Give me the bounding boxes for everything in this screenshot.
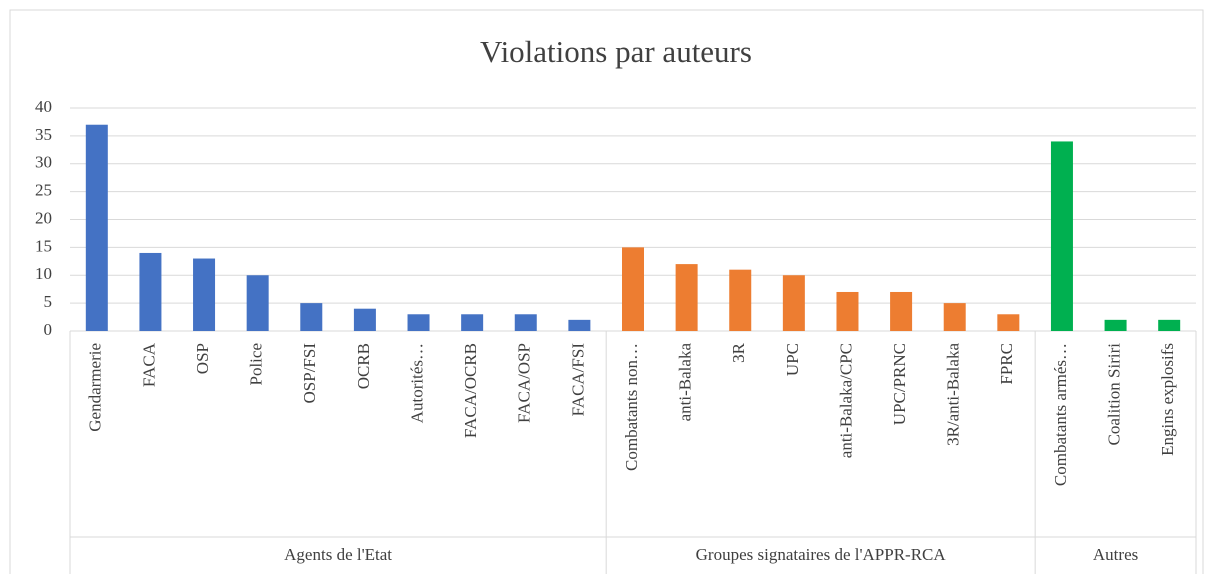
- y-tick-label: 40: [35, 97, 52, 116]
- x-tick-label: anti-Balaka/CPC: [836, 343, 855, 458]
- x-tick-label: FPRC: [997, 343, 1016, 385]
- bar: [1158, 319, 1181, 331]
- x-tick-label: FACA/OCRB: [461, 343, 480, 438]
- bar: [139, 252, 162, 331]
- y-tick-label: 30: [35, 153, 52, 172]
- x-tick-label: Coalition Siriri: [1104, 343, 1123, 446]
- chart-border: [9, 9, 1204, 574]
- bar: [782, 275, 805, 331]
- y-tick-label: 35: [35, 125, 52, 144]
- x-tick-label: OSP: [193, 343, 212, 374]
- bar: [729, 269, 752, 331]
- bar: [246, 275, 269, 331]
- bar: [514, 314, 537, 331]
- bar: [461, 314, 484, 331]
- bar: [890, 291, 913, 331]
- bar: [193, 258, 216, 331]
- chart-title: Violations par auteurs: [480, 34, 752, 69]
- bar: [997, 314, 1020, 331]
- y-tick-label: 10: [35, 264, 52, 283]
- x-tick-label: Police: [247, 343, 266, 386]
- bar: [675, 264, 698, 331]
- x-tick-label: FACA/FSI: [568, 343, 587, 417]
- bar: [1050, 141, 1073, 331]
- x-tick-label: 3R: [729, 342, 748, 363]
- x-tick-label: anti-Balaka: [676, 343, 695, 422]
- bar: [1104, 319, 1127, 331]
- bar: [568, 319, 591, 331]
- x-tick-label: UPC: [783, 343, 802, 376]
- x-tick-label: Engins explosifs: [1158, 343, 1177, 456]
- x-tick-label: Combatants armés…: [1051, 343, 1070, 486]
- bar: [836, 291, 859, 331]
- x-tick-label: OSP/FSI: [300, 343, 319, 404]
- y-tick-label: 5: [44, 292, 53, 311]
- group-label: Groupes signataires de l'APPR-RCA: [696, 545, 947, 564]
- x-tick-label: FACA: [139, 342, 158, 387]
- bar: [622, 247, 644, 331]
- x-tick-label: 3R/anti-Balaka: [944, 343, 963, 446]
- x-tick-label: UPC/PRNC: [890, 343, 909, 425]
- x-tick-label: Gendarmerie: [86, 343, 105, 432]
- x-tick-label: Autorités…: [407, 343, 426, 423]
- bar: [943, 303, 966, 331]
- y-tick-label: 0: [44, 320, 53, 339]
- bar: [300, 303, 323, 331]
- group-label: Autres: [1093, 545, 1138, 564]
- x-tick-label: OCRB: [354, 343, 373, 389]
- bar: [353, 308, 376, 331]
- y-tick-label: 25: [35, 181, 52, 200]
- y-tick-label: 20: [35, 208, 52, 227]
- x-tick-label: FACA/OSP: [515, 343, 534, 423]
- x-tick-label: Combatants non…: [622, 343, 641, 471]
- bar: [85, 124, 108, 331]
- bar: [407, 314, 430, 331]
- y-tick-label: 15: [35, 236, 52, 255]
- group-label: Agents de l'Etat: [284, 545, 392, 564]
